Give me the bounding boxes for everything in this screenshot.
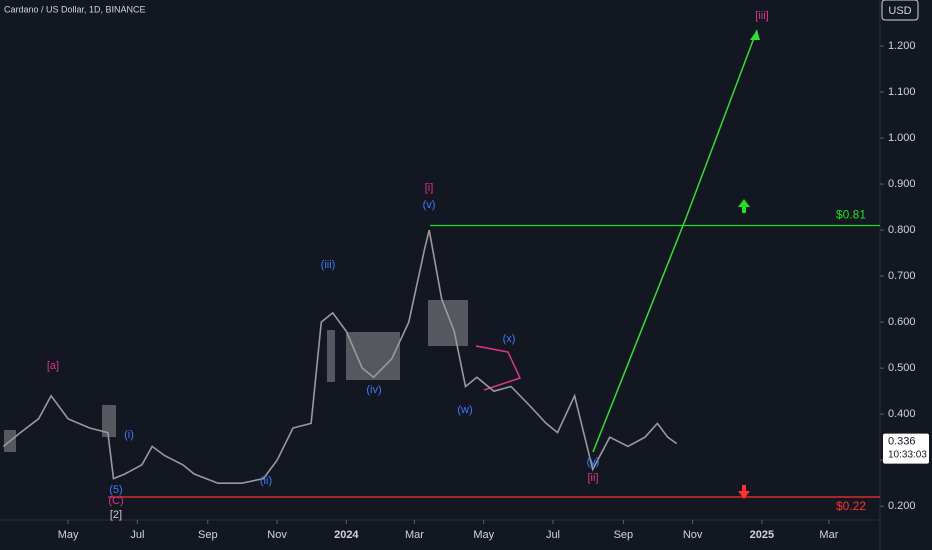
box — [327, 330, 335, 382]
x-tick-label: Mar — [819, 529, 838, 541]
wave-label: (ii) — [260, 475, 272, 487]
down-arrow — [738, 485, 750, 499]
wave-label: (i) — [124, 429, 134, 441]
x-tick-label: Jul — [130, 529, 144, 541]
box — [346, 332, 400, 380]
chart-title: Cardano / US Dollar, 1D, BINANCE — [4, 4, 146, 14]
x-tick-label: Nov — [267, 529, 287, 541]
x-tick-label: 2025 — [750, 529, 774, 541]
y-tick-label: 1.200 — [888, 40, 916, 52]
wave-label: [ii] — [588, 472, 599, 484]
y-tick-label: 1.000 — [888, 132, 916, 144]
x-tick-label: 2024 — [334, 529, 359, 541]
last-price-label: 0.336 — [888, 436, 916, 448]
x-tick-label: Nov — [683, 529, 703, 541]
y-tick-label: 0.600 — [888, 316, 916, 328]
level-label: $0.22 — [836, 499, 866, 513]
y-tick-label: 0.200 — [888, 500, 916, 512]
wave-label: (5) — [109, 484, 122, 496]
wave-label: [iii] — [755, 10, 768, 22]
y-tick-label: 0.700 — [888, 270, 916, 282]
wave-label: (iii) — [321, 259, 336, 271]
currency-box[interactable] — [881, 0, 919, 21]
last-price-tag — [883, 433, 929, 464]
x-tick-label: Sep — [614, 529, 634, 541]
price-line — [2, 229, 678, 485]
wave-label: (C) — [108, 495, 123, 507]
y-tick-label: 0.800 — [888, 224, 916, 236]
currency-label[interactable]: USD — [888, 5, 911, 17]
wave-label: [i] — [425, 182, 434, 194]
y-tick-label: 0.500 — [888, 362, 916, 374]
projection-line — [592, 29, 758, 453]
triangle-pattern — [475, 345, 522, 391]
x-tick-label: May — [473, 529, 494, 541]
wave-label: (x) — [503, 333, 516, 345]
wave-label: [a] — [47, 360, 59, 372]
x-tick-label: Mar — [405, 529, 424, 541]
x-tick-label: Sep — [198, 529, 218, 541]
wave-label: (y) — [587, 456, 600, 468]
y-tick-label: 0.400 — [888, 408, 916, 420]
wave-label: (v) — [423, 199, 436, 211]
wave-label: (w) — [457, 404, 472, 416]
box — [428, 300, 468, 346]
up-arrow — [738, 199, 750, 213]
y-tick-label: 1.100 — [888, 86, 916, 98]
x-tick-label: Jul — [546, 529, 560, 541]
y-tick-label: 0.900 — [888, 178, 916, 190]
wave-label: [2] — [110, 509, 122, 521]
projection-arrowhead — [750, 30, 760, 40]
countdown: 10:33:03 — [888, 449, 927, 460]
wave-label: (iv) — [366, 384, 381, 396]
level-label: $0.81 — [836, 208, 866, 222]
box — [102, 405, 116, 437]
x-tick-label: May — [58, 529, 79, 541]
